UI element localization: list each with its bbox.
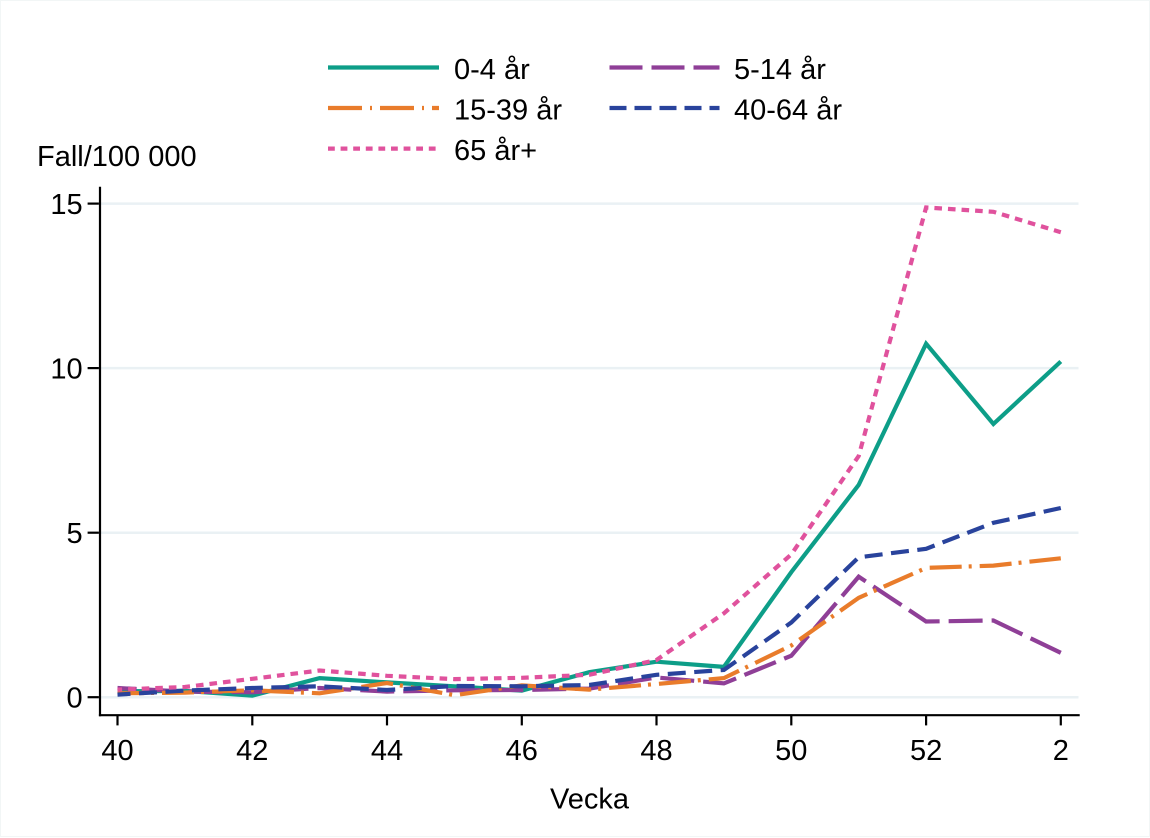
svg-text:40-64 år: 40-64 år <box>734 95 842 127</box>
svg-text:48: 48 <box>640 735 672 767</box>
svg-text:15-39 år: 15-39 år <box>454 95 562 127</box>
svg-text:5-14 år: 5-14 år <box>734 54 826 86</box>
svg-text:50: 50 <box>775 735 807 767</box>
svg-text:2: 2 <box>1053 735 1069 767</box>
svg-text:44: 44 <box>371 735 403 767</box>
svg-text:Fall/100 000: Fall/100 000 <box>37 141 197 173</box>
svg-text:15: 15 <box>50 189 82 221</box>
svg-text:65 år+: 65 år+ <box>454 135 537 167</box>
svg-text:Vecka: Vecka <box>550 784 630 816</box>
svg-text:42: 42 <box>236 735 268 767</box>
svg-text:52: 52 <box>910 735 942 767</box>
svg-text:0-4 år: 0-4 år <box>454 54 530 86</box>
svg-text:46: 46 <box>506 735 538 767</box>
svg-text:40: 40 <box>101 735 133 767</box>
svg-text:0: 0 <box>66 682 82 714</box>
svg-text:10: 10 <box>50 353 82 385</box>
svg-text:5: 5 <box>66 518 82 550</box>
